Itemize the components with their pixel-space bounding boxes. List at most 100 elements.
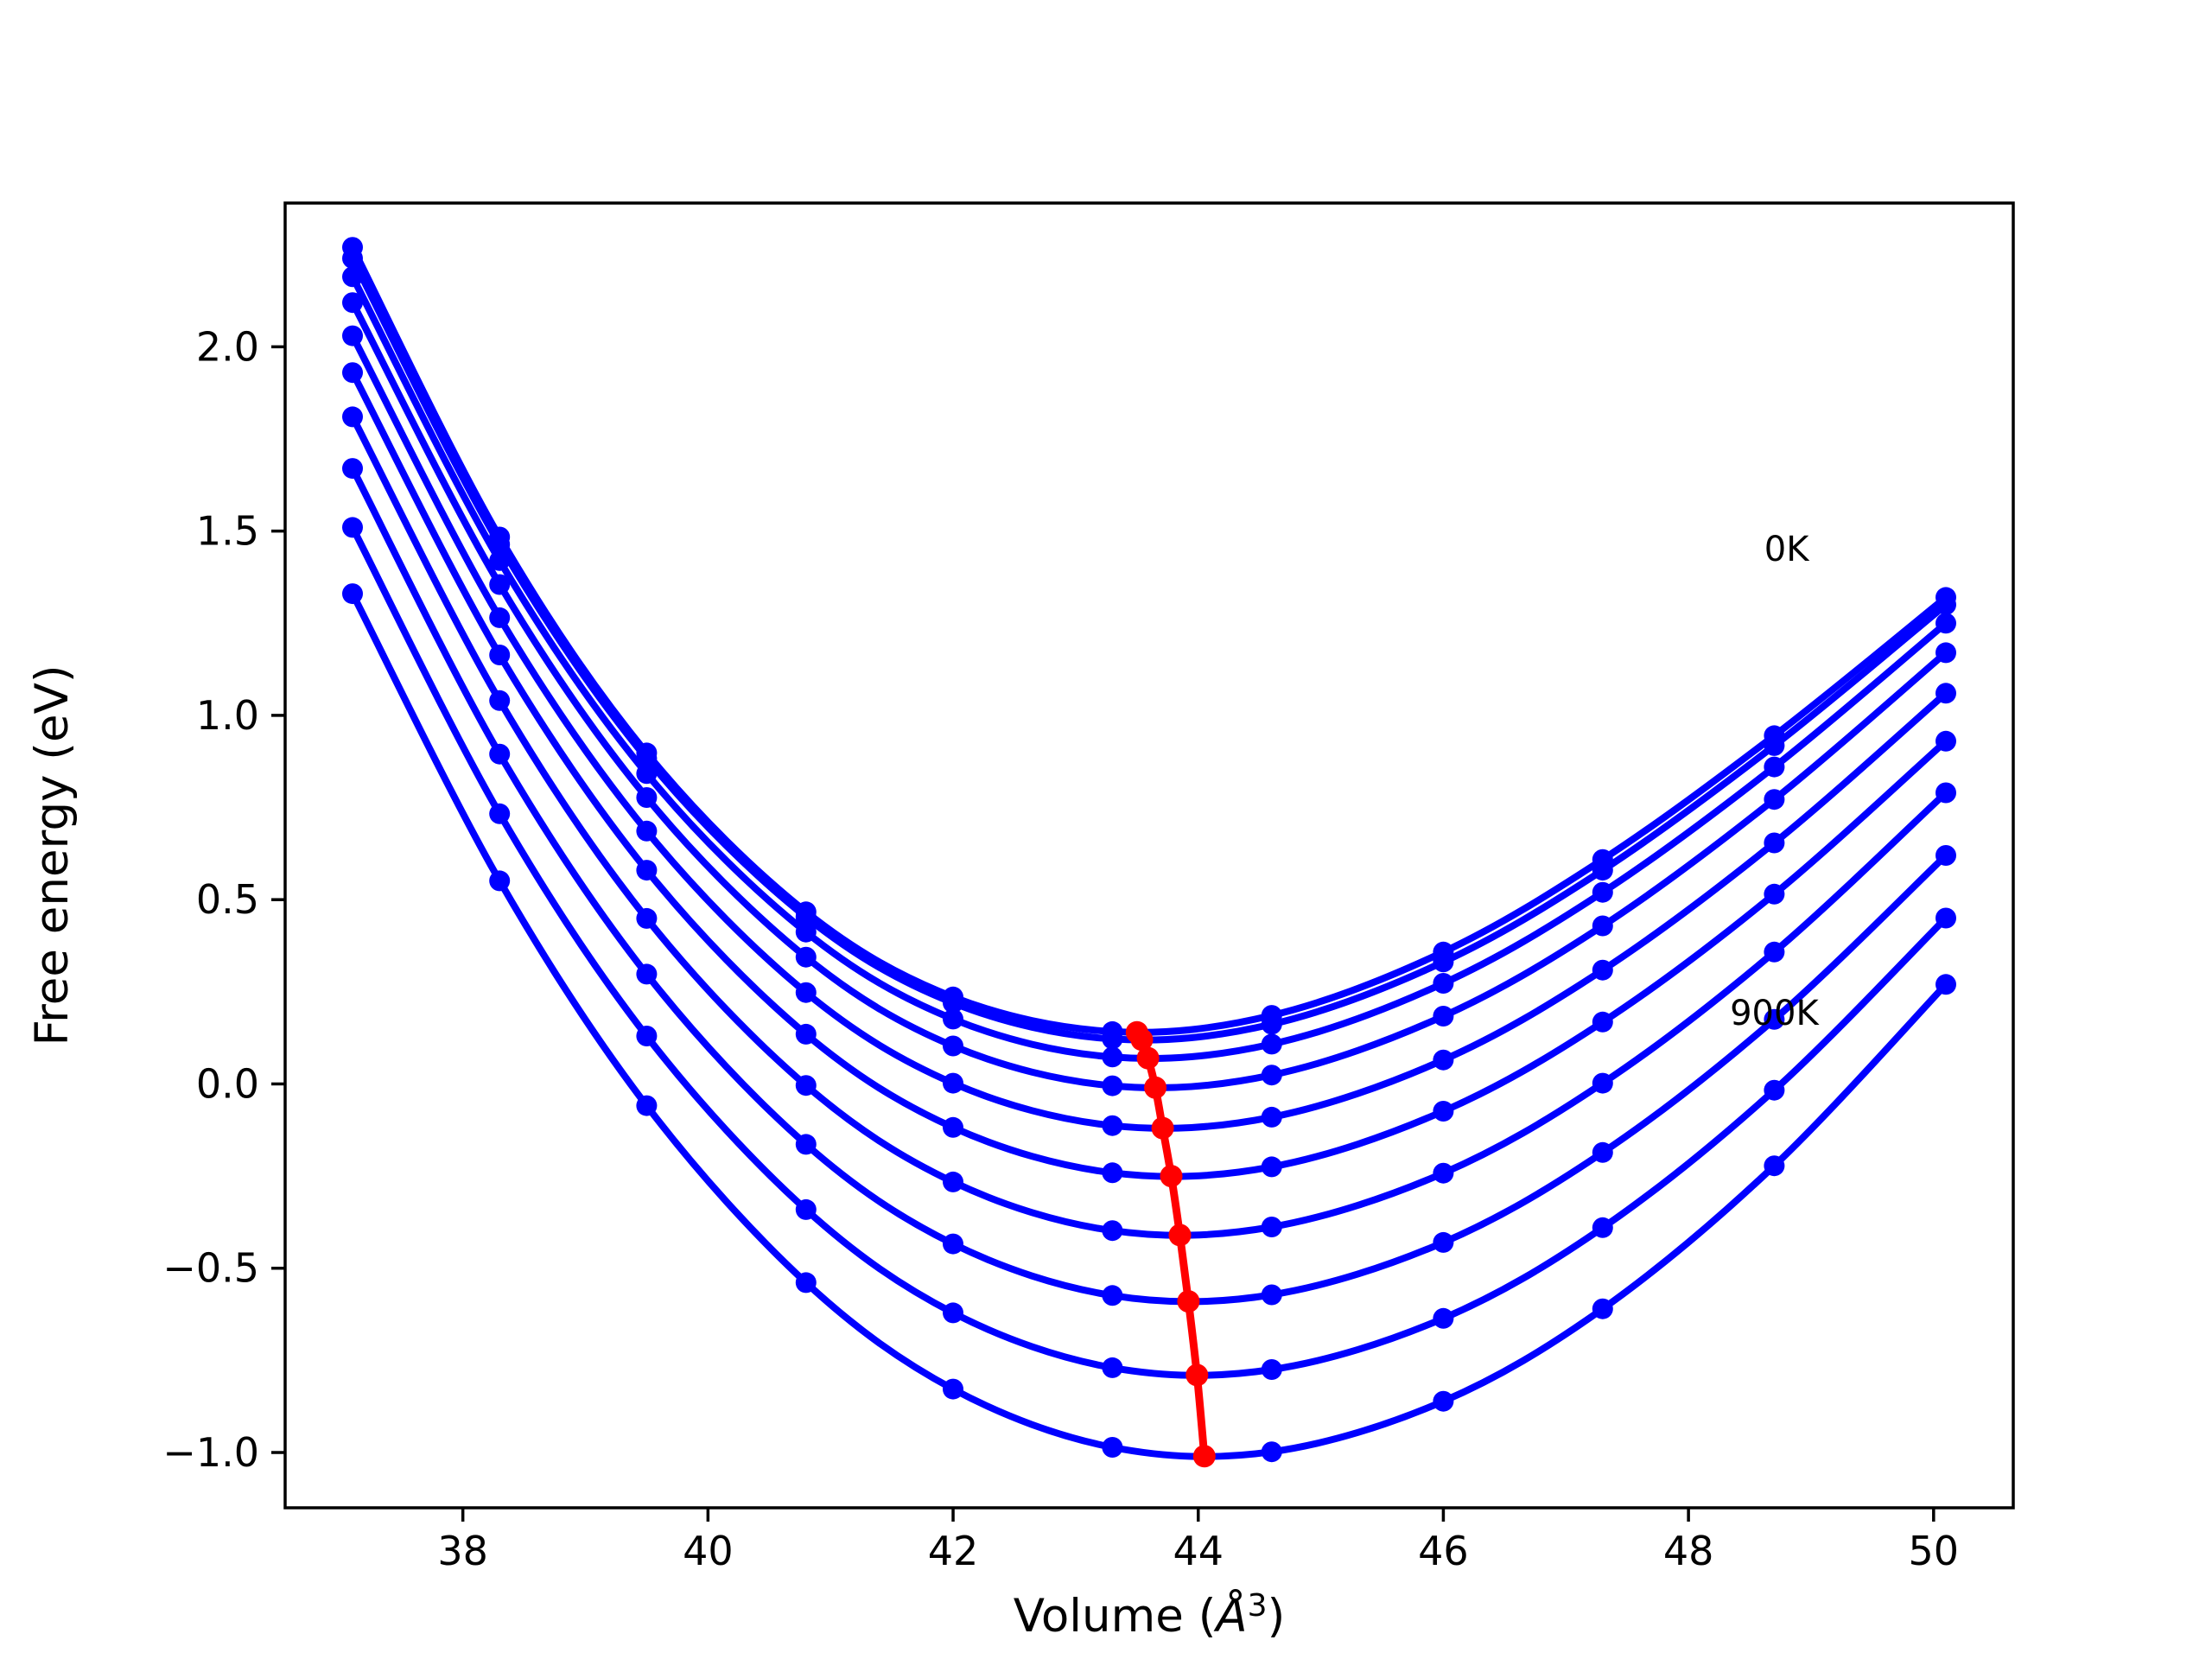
minimum-point bbox=[1144, 1076, 1167, 1099]
data-point bbox=[1433, 1101, 1454, 1122]
data-point bbox=[342, 583, 363, 605]
data-point bbox=[1433, 1390, 1454, 1412]
data-point bbox=[636, 763, 658, 785]
data-point bbox=[1102, 1075, 1123, 1096]
x-axis-label: Volume (Å3) bbox=[1014, 1587, 1286, 1643]
data-point bbox=[489, 574, 511, 595]
data-point bbox=[943, 1378, 963, 1400]
data-point bbox=[489, 607, 511, 628]
data-point bbox=[1592, 1217, 1613, 1238]
minimum-point bbox=[1136, 1046, 1160, 1070]
x-axis-label-symbol: Å bbox=[1213, 1587, 1247, 1643]
y-tick-label: 1.5 bbox=[196, 508, 259, 555]
isotherm-curve-400K bbox=[349, 332, 1949, 1132]
x-tick-label: 44 bbox=[1173, 1528, 1224, 1574]
data-point bbox=[1433, 951, 1454, 973]
data-point bbox=[342, 248, 363, 269]
data-point bbox=[795, 946, 817, 968]
data-point bbox=[795, 921, 817, 943]
data-point bbox=[342, 362, 363, 384]
data-point bbox=[1261, 1217, 1282, 1237]
data-point bbox=[489, 690, 511, 711]
data-point bbox=[1261, 1014, 1282, 1035]
data-point bbox=[489, 645, 511, 665]
y-axis-label: Free energy (eV) bbox=[26, 664, 79, 1046]
data-point bbox=[1936, 782, 1956, 804]
minimum-point bbox=[1160, 1165, 1183, 1188]
data-point bbox=[943, 1233, 963, 1255]
data-point bbox=[1764, 883, 1785, 905]
data-point bbox=[1102, 1357, 1123, 1378]
data-point bbox=[636, 820, 658, 842]
minimum-point bbox=[1185, 1363, 1209, 1387]
data-point bbox=[1102, 1220, 1123, 1242]
data-point bbox=[1102, 1115, 1123, 1136]
data-point bbox=[795, 1023, 817, 1045]
minimum-point bbox=[1130, 1028, 1154, 1052]
data-point bbox=[342, 292, 363, 314]
data-point bbox=[1102, 1162, 1123, 1184]
data-point bbox=[1936, 845, 1956, 866]
data-point bbox=[1433, 1307, 1454, 1329]
x-tick-label: 38 bbox=[437, 1528, 488, 1574]
data-point bbox=[1102, 1437, 1123, 1458]
data-point bbox=[795, 906, 817, 928]
data-point bbox=[1592, 1141, 1613, 1163]
data-point bbox=[342, 458, 363, 480]
y-tick-label: −0.5 bbox=[162, 1245, 259, 1292]
data-point bbox=[342, 406, 363, 428]
data-point bbox=[1936, 594, 1956, 615]
data-point bbox=[1936, 974, 1956, 995]
data-point bbox=[1764, 756, 1785, 778]
data-point bbox=[342, 266, 363, 288]
data-point bbox=[1592, 915, 1613, 937]
y-tick-label: 0.0 bbox=[196, 1060, 259, 1107]
data-point bbox=[795, 1272, 817, 1294]
x-tick-label: 46 bbox=[1418, 1528, 1469, 1574]
data-point bbox=[636, 787, 658, 808]
data-point bbox=[1433, 1049, 1454, 1071]
x-axis-label-pre: Volume ( bbox=[1014, 1590, 1217, 1643]
x-tick-label: 50 bbox=[1909, 1528, 1960, 1574]
data-point bbox=[489, 870, 511, 892]
data-point bbox=[943, 1171, 963, 1192]
isotherm-curve-300K bbox=[349, 299, 1949, 1091]
y-tick-label: −1.0 bbox=[162, 1429, 259, 1476]
data-point bbox=[1261, 1156, 1282, 1178]
isotherm-curve-600K bbox=[349, 413, 1949, 1239]
data-point bbox=[1592, 959, 1613, 981]
data-point bbox=[1936, 613, 1956, 634]
data-point bbox=[1592, 860, 1613, 881]
data-point bbox=[636, 963, 658, 985]
minimum-point bbox=[1168, 1224, 1192, 1247]
data-point bbox=[636, 1026, 658, 1046]
y-tick-label: 2.0 bbox=[196, 323, 259, 370]
data-point bbox=[795, 1198, 817, 1220]
data-point bbox=[1764, 789, 1785, 810]
x-tick-label: 48 bbox=[1663, 1528, 1714, 1574]
data-point bbox=[1102, 1285, 1123, 1306]
data-point bbox=[1433, 1162, 1454, 1184]
data-point bbox=[795, 982, 817, 1003]
data-point bbox=[1936, 642, 1956, 664]
data-point bbox=[1261, 1284, 1282, 1306]
data-point bbox=[1433, 973, 1454, 994]
data-point bbox=[1433, 1231, 1454, 1253]
data-point bbox=[1592, 881, 1613, 903]
data-point bbox=[636, 860, 658, 881]
isotherm-curve-500K bbox=[349, 369, 1949, 1180]
data-point bbox=[1261, 1359, 1282, 1380]
data-point bbox=[1764, 832, 1785, 854]
data-point bbox=[1592, 1072, 1613, 1094]
data-point bbox=[1261, 1033, 1282, 1055]
isotherm-curve-900K bbox=[349, 590, 1949, 1460]
data-point bbox=[943, 992, 963, 1014]
data-point bbox=[943, 1116, 963, 1138]
plot-area: 38 40 42 44 46 48 50 2.0 1.5 1.0 0.5 0.0 −0.5 −1.0 0K 9… bbox=[162, 237, 1959, 1574]
data-point bbox=[795, 1075, 817, 1096]
data-point bbox=[1936, 683, 1956, 704]
data-point bbox=[489, 743, 511, 765]
data-point bbox=[1261, 1065, 1282, 1086]
data-point bbox=[1592, 1011, 1613, 1033]
